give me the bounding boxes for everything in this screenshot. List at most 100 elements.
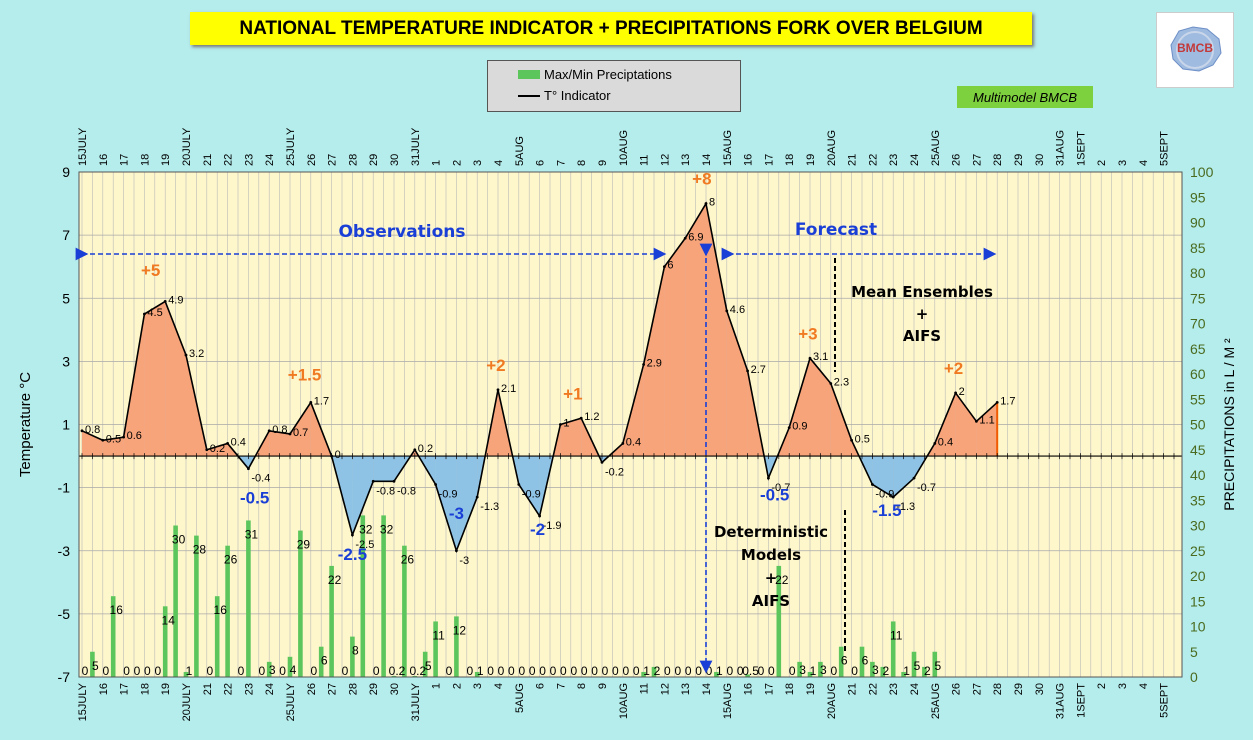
temp-point (954, 391, 957, 395)
precip-bar-label: 0 (82, 664, 89, 678)
warm-fill (830, 383, 852, 457)
x-tick-top: 28 (992, 154, 1004, 166)
temp-point-label: 2 (959, 386, 965, 398)
precip-bar-label: 16 (214, 603, 228, 617)
x-tick-bottom: 8 (576, 683, 588, 689)
temp-point (746, 369, 749, 373)
x-tick-top: 21 (847, 154, 859, 166)
x-tick-top: 31JULY (410, 127, 422, 166)
precip-bar-label: 0 (487, 664, 494, 678)
precip-bar-label: 5 (425, 659, 432, 673)
temp-point (663, 265, 666, 269)
legend-bars-label: Max/Min Preciptations (544, 67, 672, 82)
legend-line-label: T° Indicator (544, 88, 611, 103)
warm-fill (102, 437, 124, 457)
x-tick-bottom: 14 (701, 683, 713, 695)
precip-bar-label: 6 (321, 654, 328, 668)
temp-point (787, 426, 791, 430)
x-tick-top: 22 (867, 154, 879, 166)
y-tick-right: 65 (1190, 341, 1206, 357)
warm-fill (165, 301, 186, 457)
x-tick-bottom: 17 (763, 683, 775, 695)
precip-bar-label: 3 (799, 663, 806, 677)
precip-bar (360, 515, 366, 677)
precip-bar-label: 6 (841, 654, 848, 668)
precip-bar-label: 0 (581, 664, 588, 678)
precip-bar-label: 1 (716, 664, 723, 678)
precip-bar (714, 671, 719, 677)
x-tick-top: 5SEPT (1159, 131, 1171, 166)
x-tick-bottom: 27 (971, 683, 983, 695)
precip-bar (225, 545, 230, 677)
temp-point-label: 1.7 (314, 395, 329, 407)
precip-bar-label: 0.5 (742, 664, 759, 678)
x-tick-bottom: 1 (431, 683, 443, 689)
y-tick-right: 5 (1190, 644, 1198, 660)
temp-point-label: 4.9 (168, 294, 183, 306)
warm-fill (269, 430, 290, 457)
temp-point-label: 0.4 (231, 436, 246, 448)
y-tick-left: -3 (58, 543, 71, 559)
forecast-label: Forecast (795, 220, 877, 240)
x-tick-top: 21 (202, 154, 214, 166)
x-tick-bottom: 4 (1138, 683, 1150, 689)
x-tick-top: 28 (347, 154, 359, 166)
x-tick-bottom: 3 (472, 683, 484, 689)
x-tick-bottom: 18 (139, 683, 151, 695)
warm-fill (290, 402, 311, 457)
precip-bar-label: 0 (539, 664, 546, 678)
temp-point (413, 448, 417, 452)
x-tick-bottom: 28 (992, 683, 1004, 695)
precip-bar-label: 1 (186, 664, 193, 678)
temp-point (579, 416, 583, 420)
precip-bar-label: 2 (882, 664, 889, 678)
temp-point-label: 1.7 (1000, 395, 1015, 407)
deterministic-line: AIFS (752, 592, 790, 610)
precip-bar-label: 22 (328, 573, 342, 587)
precip-bar-label: 0 (570, 664, 577, 678)
anomaly-label: -1.5 (872, 501, 901, 520)
precip-bar (402, 545, 407, 677)
temp-point (725, 309, 729, 313)
precip-bar-label: 26 (401, 553, 415, 567)
temp-point (559, 423, 562, 426)
x-tick-bottom: 22 (223, 683, 235, 695)
precip-bar-label: 0 (602, 664, 609, 678)
precip-bar (433, 621, 438, 677)
precip-bar (745, 674, 750, 677)
anomaly-labels: +5 +1.5 +2 +1 +8 +3 +2 -0.5 -2.5 -3 -2 -0.5 -1.5 (141, 170, 963, 565)
logo-text: BMCB (1177, 41, 1213, 55)
precip-bar-label: 22 (775, 573, 789, 587)
precip-bar-label: 8 (352, 644, 359, 658)
x-tick-top: 9 (597, 160, 609, 166)
warm-fill (206, 443, 228, 457)
y-tick-right: 10 (1190, 619, 1206, 635)
x-tick-top: 19 (805, 154, 817, 166)
precip-bar-label: 3 (872, 663, 879, 677)
x-tick-bottom: 22 (867, 683, 879, 695)
legend: Max/Min Preciptations T° Indicator (487, 60, 741, 112)
temp-point-label: 2.1 (501, 383, 516, 395)
temp-point (683, 236, 687, 240)
precip-bar-label: 5 (914, 659, 921, 673)
x-tick-bottom: 21 (847, 683, 859, 695)
precip-bar-label: 2 (924, 664, 931, 678)
precip-bar (838, 646, 844, 677)
temp-point (163, 300, 167, 303)
anomaly-label: +5 (141, 261, 160, 280)
x-tick-top: 10AUG (618, 130, 630, 166)
temp-point-label: 0.6 (127, 430, 142, 442)
precip-bar-label: 0 (633, 664, 640, 678)
temp-point (267, 429, 271, 433)
warm-fill (810, 358, 831, 457)
temp-point-label: -0.2 (605, 466, 624, 478)
y-tick-right: 30 (1190, 518, 1206, 534)
x-tick-bottom: 23 (888, 683, 900, 695)
x-tick-top: 24 (264, 154, 276, 166)
x-tick-top: 31AUG (1055, 130, 1067, 166)
temp-point (122, 435, 125, 439)
deterministic-line: Deterministic (714, 523, 828, 541)
x-tick-top: 23 (888, 154, 900, 166)
precip-bar-label: 0 (258, 664, 265, 678)
